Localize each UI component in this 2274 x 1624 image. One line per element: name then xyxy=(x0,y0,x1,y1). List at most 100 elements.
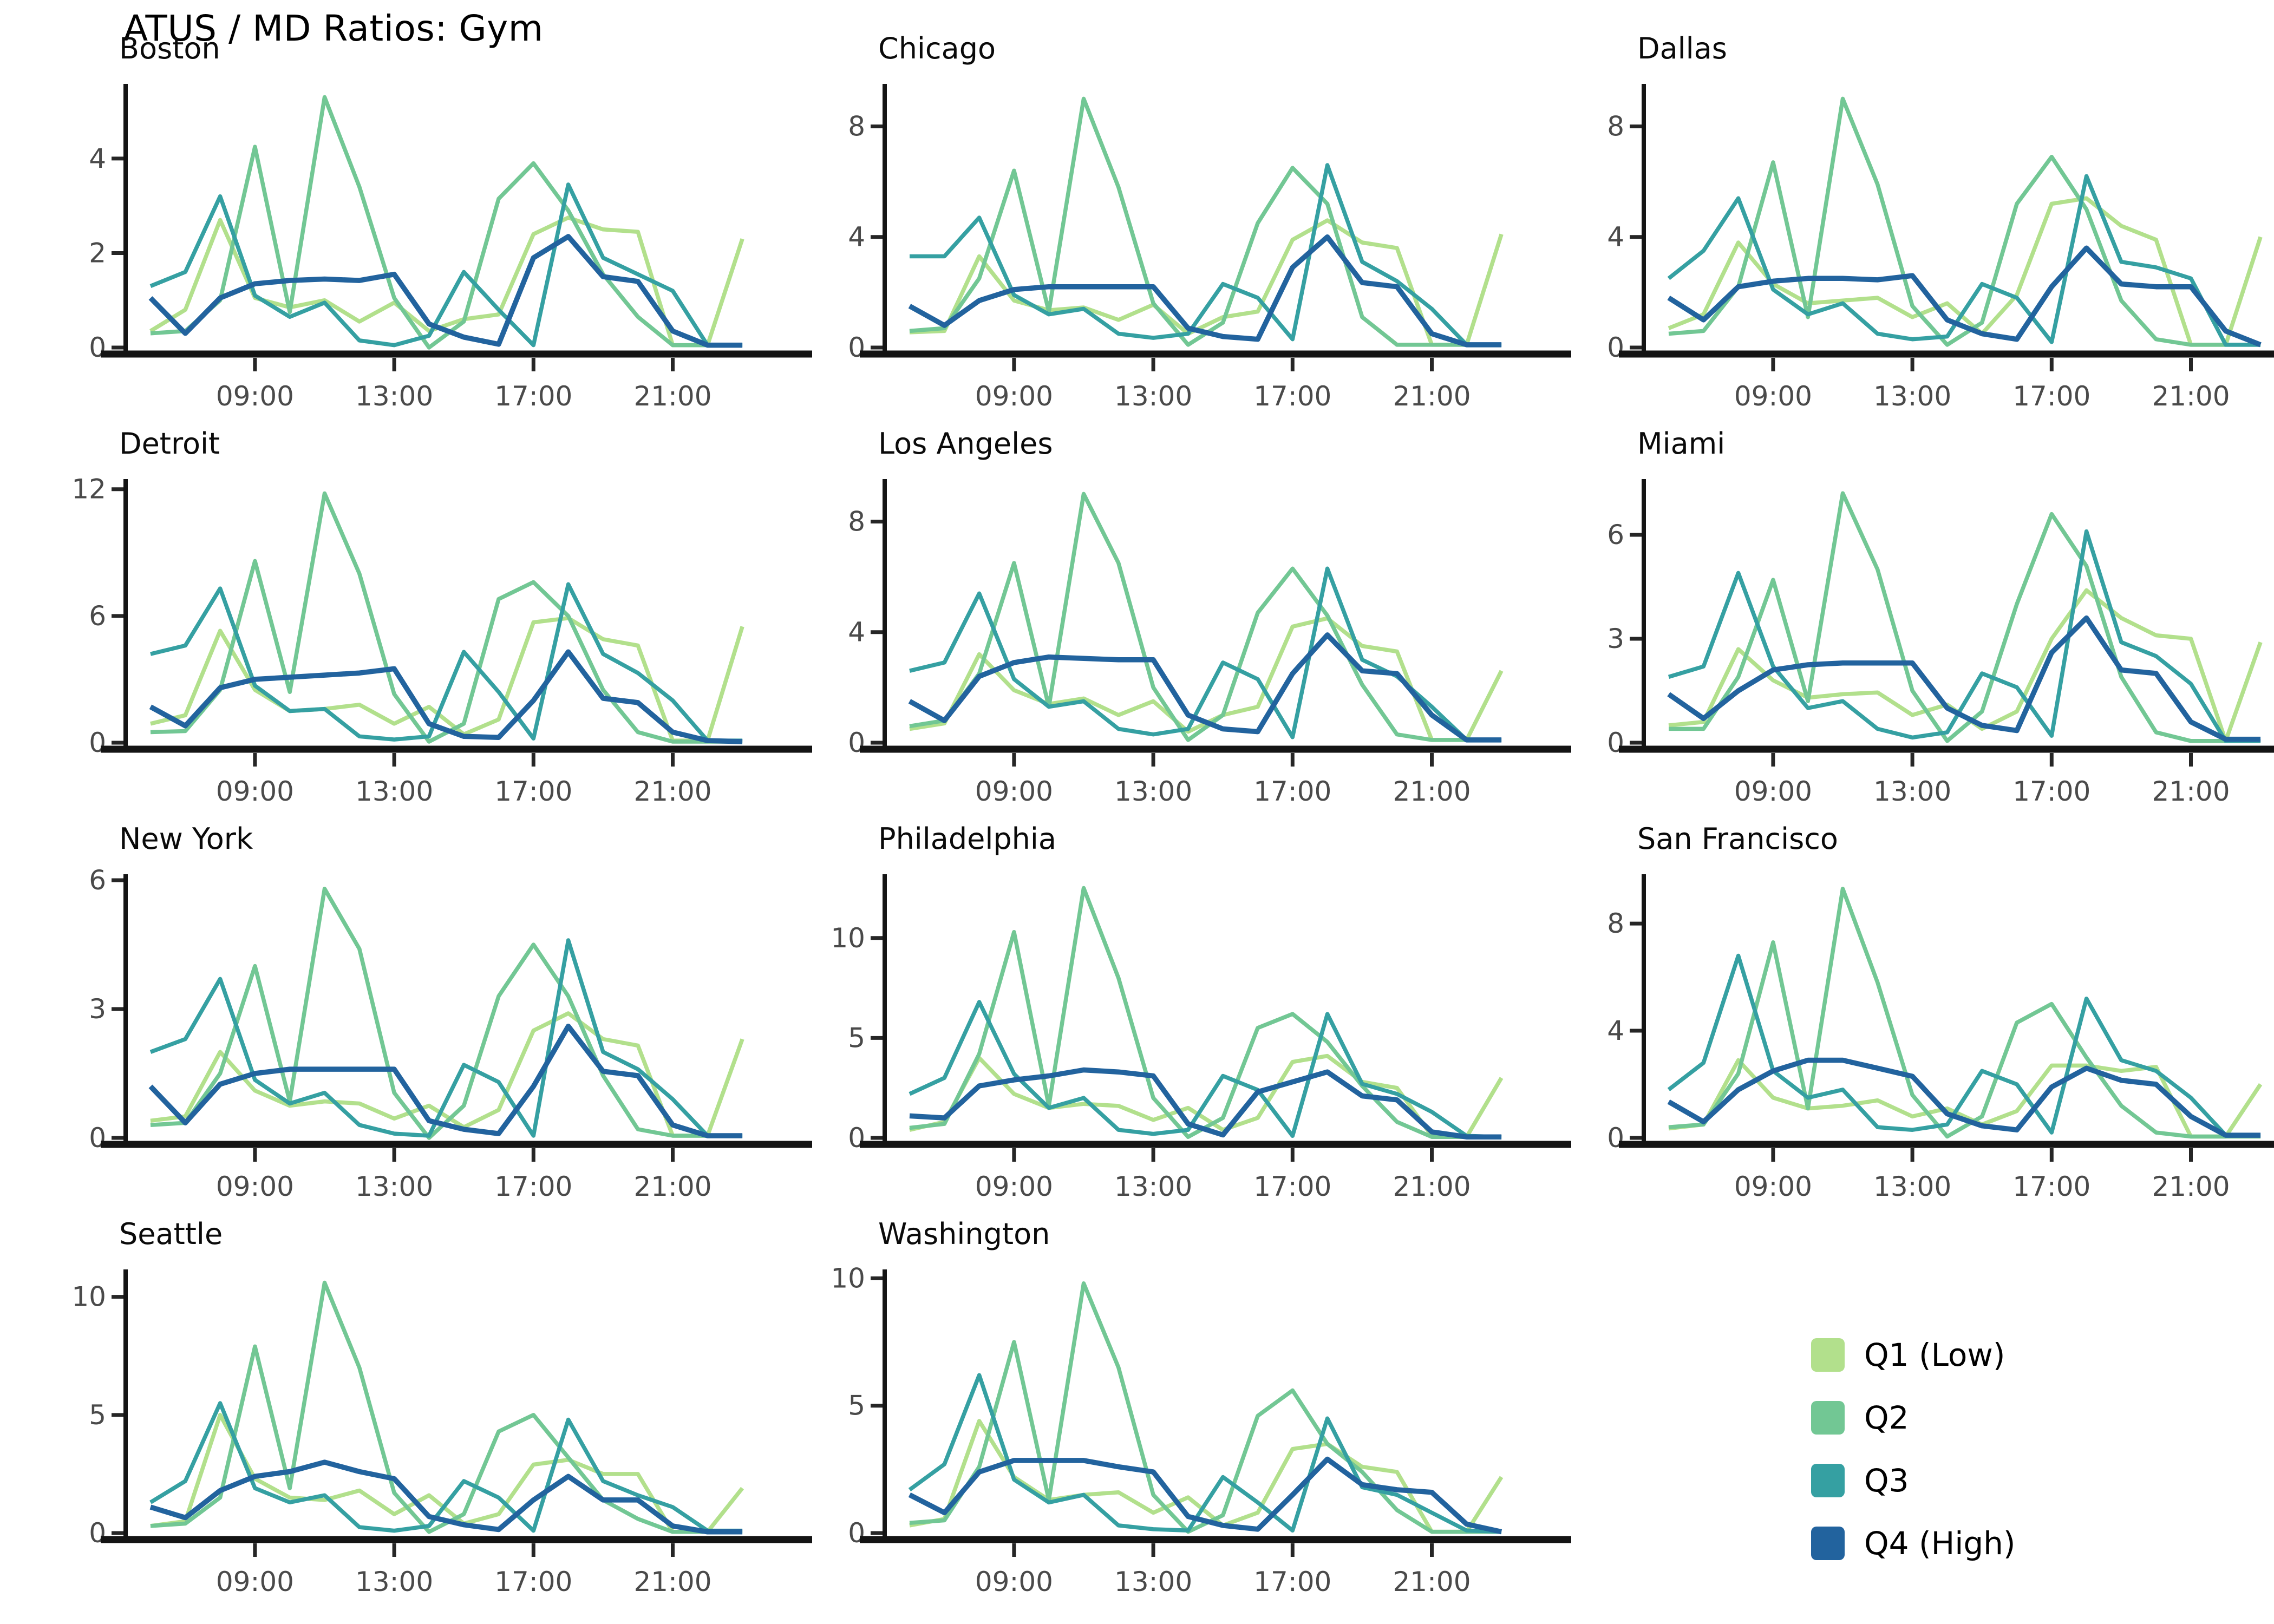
panel-chart-seattle: 0 5 10 09:00 13:00 17:00 21:00 xyxy=(71,1269,812,1597)
chart-line-q2 xyxy=(150,95,743,350)
legend-label-q1: Q1 (Low) xyxy=(1864,1337,2005,1373)
panel-chart-chicago: 0 4 8 09:00 13:00 17:00 21:00 xyxy=(848,84,1571,412)
x-tick-label: 13:00 xyxy=(1873,1171,1951,1202)
chart-line-q3 xyxy=(1667,174,2261,347)
x-tick-label: 21:00 xyxy=(633,381,711,412)
x-tick-label: 17:00 xyxy=(2012,381,2090,412)
x-tick-label: 09:00 xyxy=(216,776,294,807)
x-tick-label: 09:00 xyxy=(1734,776,1812,807)
panel-title-seattle: Seattle xyxy=(119,1217,223,1251)
panel-philadelphia: Philadelphia 0 5 10 09:00 13:00 17:00 21:00 xyxy=(831,822,1572,1222)
y-tick-label: 4 xyxy=(1607,1015,1624,1046)
x-tick-label: 13:00 xyxy=(355,1171,433,1202)
panel-title-philadelphia: Philadelphia xyxy=(878,822,1056,856)
chart-line-q3 xyxy=(909,566,1502,742)
y-tick-label: 4 xyxy=(848,221,865,253)
panel-title-new-york: New York xyxy=(119,822,253,856)
x-tick-label: 09:00 xyxy=(216,1171,294,1202)
x-tick-label: 21:00 xyxy=(633,1171,711,1202)
x-tick-label: 21:00 xyxy=(2152,1171,2230,1202)
chart-line-q4-high- xyxy=(149,649,743,744)
legend-label-q2: Q2 xyxy=(1864,1399,1909,1436)
chart-line-q4-high- xyxy=(909,1067,1502,1140)
x-tick-label: 13:00 xyxy=(1114,1566,1192,1597)
chart-line-q4-high- xyxy=(908,234,1502,348)
x-tick-label: 17:00 xyxy=(2012,1171,2090,1202)
legend-item-q4: Q4 (High) xyxy=(1811,1512,2016,1575)
x-tick-label: 17:00 xyxy=(1253,1171,1331,1202)
x-tick-label: 13:00 xyxy=(1873,381,1951,412)
y-tick-label: 12 xyxy=(71,474,106,505)
y-tick-label: 5 xyxy=(848,1022,865,1053)
chart-line-q3 xyxy=(149,182,743,348)
legend-swatch-q2 xyxy=(1811,1401,1845,1435)
y-tick-label: 8 xyxy=(1607,110,1624,142)
panel-chart-miami: 0 3 6 09:00 13:00 17:00 21:00 xyxy=(1607,479,2274,807)
chart-line-q4-high- xyxy=(1667,1057,2261,1138)
legend-item-q2: Q2 xyxy=(1811,1386,2016,1449)
chart-line-q2 xyxy=(150,1280,743,1534)
x-tick-label: 13:00 xyxy=(1114,776,1192,807)
panel-title-washington: Washington xyxy=(878,1217,1050,1251)
legend-swatch-q1 xyxy=(1811,1338,1845,1372)
panel-boston: Boston 0 2 4 09:00 13:00 17:00 21:00 xyxy=(88,31,813,431)
chart-line-q2 xyxy=(1668,887,2261,1139)
chart-line-q3 xyxy=(1667,953,2261,1137)
chart-line-q2 xyxy=(150,887,743,1140)
chart-line-q2 xyxy=(150,491,743,744)
chart-line-q4-high- xyxy=(1667,615,2261,742)
x-tick-label: 21:00 xyxy=(633,1566,711,1597)
x-tick-label: 13:00 xyxy=(1114,1171,1192,1202)
chart-line-q2 xyxy=(909,1281,1502,1534)
panel-seattle: Seattle 0 5 10 09:00 13:00 17:00 21:00 xyxy=(71,1217,813,1617)
x-tick-label: 13:00 xyxy=(355,1566,433,1597)
x-tick-label: 09:00 xyxy=(975,1171,1053,1202)
chart-line-q1-low- xyxy=(150,1011,744,1138)
panel-detroit: Detroit 0 6 12 09:00 13:00 17:00 21:00 xyxy=(71,427,813,827)
chart-line-q4-high- xyxy=(149,1459,743,1535)
panel-title-chicago: Chicago xyxy=(878,31,996,66)
chart-line-q1-low- xyxy=(150,1413,744,1534)
panel-chicago: Chicago 0 4 8 09:00 13:00 17:00 21:00 xyxy=(847,31,1572,431)
chart-line-q4-high- xyxy=(908,632,1502,743)
legend-label-q4: Q4 (High) xyxy=(1864,1525,2016,1562)
panel-chart-san-francisco: 0 4 8 09:00 13:00 17:00 21:00 xyxy=(1607,874,2274,1202)
y-tick-label: 0 xyxy=(89,727,106,758)
y-tick-label: 4 xyxy=(1607,221,1624,253)
panel-chart-los-angeles: 0 4 8 09:00 13:00 17:00 21:00 xyxy=(848,479,1571,807)
y-tick-label: 6 xyxy=(1607,519,1624,551)
panel-chart-philadelphia: 0 5 10 09:00 13:00 17:00 21:00 xyxy=(831,874,1571,1202)
chart-line-q4-high- xyxy=(148,1023,743,1138)
panel-title-los-angeles: Los Angeles xyxy=(878,427,1053,461)
x-tick-label: 17:00 xyxy=(494,381,572,412)
chart-line-q3 xyxy=(1668,529,2261,743)
x-tick-label: 09:00 xyxy=(975,381,1053,412)
chart-line-q1-low- xyxy=(1668,1058,2263,1139)
x-tick-label: 09:00 xyxy=(975,1566,1053,1597)
y-tick-label: 0 xyxy=(1607,332,1624,363)
panel-chart-boston: 0 2 4 09:00 13:00 17:00 21:00 xyxy=(89,84,812,412)
panel-miami: Miami 0 3 6 09:00 13:00 17:00 21:00 xyxy=(1606,427,2274,827)
y-tick-label: 0 xyxy=(848,1517,865,1549)
x-tick-label: 09:00 xyxy=(1734,1171,1812,1202)
y-tick-label: 0 xyxy=(848,1122,865,1154)
y-tick-label: 0 xyxy=(89,1122,106,1154)
legend-swatch-q3 xyxy=(1811,1464,1845,1497)
panel-title-boston: Boston xyxy=(119,31,220,66)
x-tick-label: 09:00 xyxy=(216,1566,294,1597)
y-tick-label: 5 xyxy=(89,1399,106,1431)
x-tick-label: 09:00 xyxy=(975,776,1053,807)
y-tick-label: 6 xyxy=(89,600,106,632)
x-tick-label: 13:00 xyxy=(1873,776,1951,807)
chart-line-q2 xyxy=(1668,96,2261,347)
x-tick-label: 17:00 xyxy=(494,1171,572,1202)
figure-title: ATUS / MD Ratios: Gym xyxy=(123,8,544,49)
y-tick-label: 2 xyxy=(89,237,106,269)
y-tick-label: 5 xyxy=(848,1390,865,1422)
x-tick-label: 21:00 xyxy=(2152,776,2230,807)
legend-label-q3: Q3 xyxy=(1864,1462,1909,1499)
chart-line-q1-low- xyxy=(909,218,1504,347)
chart-line-q3 xyxy=(149,1401,743,1533)
x-tick-label: 17:00 xyxy=(1253,1566,1331,1597)
